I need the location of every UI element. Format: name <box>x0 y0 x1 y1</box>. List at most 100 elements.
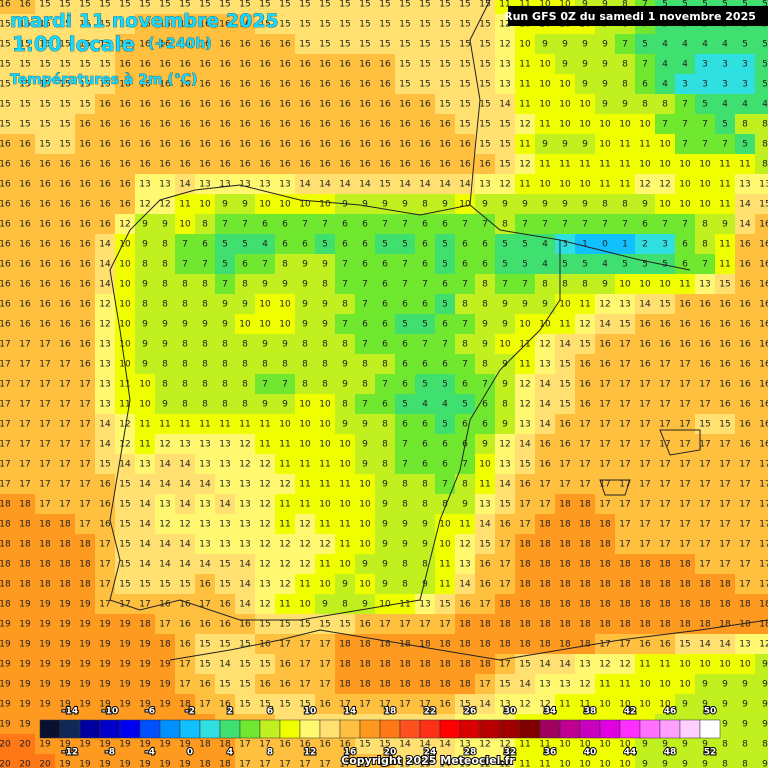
temp-value: 16 <box>639 640 651 650</box>
temp-value: 11 <box>519 100 530 110</box>
temp-cell <box>15 134 35 154</box>
temp-cell <box>515 94 535 114</box>
temp-value: 9 <box>302 320 308 330</box>
temp-value: 17 <box>679 460 690 470</box>
temp-value: 5 <box>222 240 228 250</box>
temp-value: 16 <box>39 280 51 290</box>
temp-value: 20 <box>0 760 11 768</box>
temp-value: 10 <box>519 40 531 50</box>
temp-value: 9 <box>482 200 488 210</box>
temp-cell <box>735 134 755 154</box>
temp-cell <box>235 134 255 154</box>
temp-value: 15 <box>0 100 11 110</box>
temp-value: 6 <box>482 400 488 410</box>
temp-value: 12 <box>279 580 290 590</box>
temp-value: 15 <box>39 60 50 70</box>
temp-value: 9 <box>562 140 568 150</box>
temp-value: 14 <box>99 440 111 450</box>
temp-value: 13 <box>159 180 170 190</box>
temp-value: 6 <box>462 380 468 390</box>
temp-value: 11 <box>639 140 650 150</box>
temp-value: 15 <box>459 120 470 130</box>
temp-value: 10 <box>659 280 671 290</box>
temp-value: 8 <box>242 360 248 370</box>
temp-value: 18 <box>679 600 691 610</box>
temp-value: 9 <box>382 560 388 570</box>
colorbar-label: 44 <box>624 748 637 758</box>
temp-value: 16 <box>199 680 211 690</box>
temp-value: 8 <box>702 240 708 250</box>
temp-value: 8 <box>582 280 588 290</box>
temp-value: 12 <box>259 520 270 530</box>
temp-value: 7 <box>182 260 188 270</box>
colorbar-label: 42 <box>624 707 637 717</box>
colorbar-swatch <box>179 719 201 739</box>
temp-value: 11 <box>619 680 630 690</box>
temp-value: 10 <box>679 660 691 670</box>
temp-value: 6 <box>382 300 388 310</box>
temp-cell <box>255 94 275 114</box>
temp-value: 12 <box>519 380 530 390</box>
temp-value: 16 <box>139 140 151 150</box>
temp-value: 10 <box>119 300 131 310</box>
temp-value: 18 <box>399 660 411 670</box>
temp-value: 16 <box>99 100 111 110</box>
temp-cell <box>315 94 335 114</box>
temp-value: 10 <box>279 200 291 210</box>
temp-cell <box>295 54 315 74</box>
temp-value: 16 <box>719 300 731 310</box>
temp-value: 14 <box>639 300 651 310</box>
temp-value: 9 <box>722 720 728 730</box>
temp-value: 17 <box>619 400 630 410</box>
temp-cell <box>715 134 735 154</box>
temp-value: 16 <box>239 60 251 70</box>
temp-value: 15 <box>199 640 210 650</box>
temp-value: 15 <box>159 0 170 10</box>
temp-value: 6 <box>342 240 348 250</box>
temp-value: 16 <box>259 40 271 50</box>
temp-value: 13 <box>579 660 590 670</box>
temp-value: 7 <box>682 100 688 110</box>
temp-value: 16 <box>59 220 71 230</box>
temp-value: 11 <box>719 200 730 210</box>
temp-value: 11 <box>719 240 730 250</box>
temp-cell <box>315 54 335 74</box>
temp-cell <box>435 0 455 14</box>
temp-value: 16 <box>179 100 191 110</box>
temp-value: 13 <box>179 440 190 450</box>
temp-value: 9 <box>362 200 368 210</box>
temp-value: 16 <box>19 320 31 330</box>
temp-value: 10 <box>279 300 291 310</box>
temp-value: 5 <box>502 260 508 270</box>
temp-value: 16 <box>19 180 31 190</box>
temp-cell <box>575 134 595 154</box>
temp-cell <box>75 54 95 74</box>
temp-cell <box>135 134 155 154</box>
temp-value: 8 <box>182 340 188 350</box>
temp-value: 13 <box>219 460 230 470</box>
temp-cell <box>675 74 695 94</box>
temp-value: 14 <box>539 400 551 410</box>
temp-value: 11 <box>679 280 690 290</box>
temp-value: 17 <box>179 660 190 670</box>
temp-cell <box>575 94 595 114</box>
temp-value: 19 <box>59 660 71 670</box>
temp-value: 5 <box>702 100 708 110</box>
temp-value: 9 <box>502 200 508 210</box>
temp-value: 11 <box>279 440 290 450</box>
colorbar-label: 50 <box>704 707 717 717</box>
temp-value: 16 <box>199 620 211 630</box>
temp-value: 13 <box>559 680 570 690</box>
temp-cell <box>235 114 255 134</box>
temp-value: 15 <box>479 20 490 30</box>
temp-value: 15 <box>379 0 390 10</box>
temp-value: 10 <box>359 500 371 510</box>
temp-value: 13 <box>259 180 270 190</box>
temp-value: 17 <box>299 660 310 670</box>
temp-value: 17 <box>39 440 50 450</box>
temp-value: 8 <box>162 260 168 270</box>
temp-value: 16 <box>39 300 51 310</box>
temp-value: 17 <box>59 440 70 450</box>
temp-value: 12 <box>259 500 270 510</box>
temp-value: 16 <box>259 80 271 90</box>
